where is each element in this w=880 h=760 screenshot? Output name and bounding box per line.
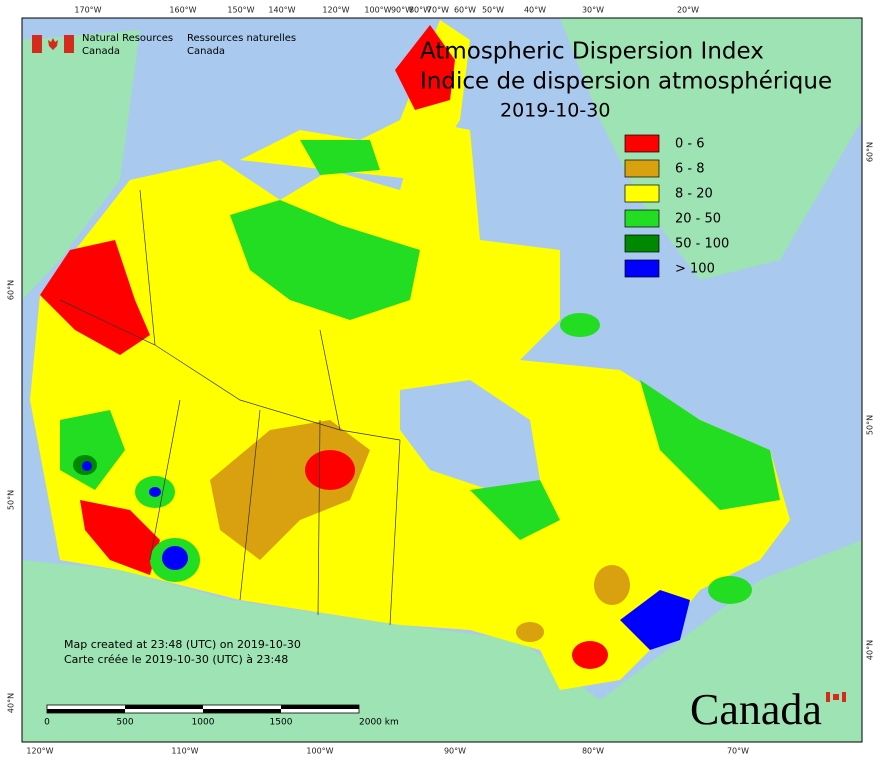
arctic-islands — [240, 20, 470, 180]
lon-label: 120°W — [322, 6, 349, 15]
lon-label: 100°W — [364, 6, 391, 15]
index-area — [149, 487, 161, 497]
greenland — [560, 18, 862, 280]
lon-label: 100°W — [306, 747, 333, 756]
lon-label: 170°W — [74, 6, 101, 15]
wordmark-flag — [826, 692, 830, 702]
agency-fr: Ressources naturelles — [187, 33, 296, 44]
legend-swatch — [624, 209, 660, 228]
index-area — [300, 140, 380, 175]
index-area — [230, 200, 420, 320]
index-area — [620, 590, 690, 650]
frame — [21, 17, 863, 743]
lon-label: 70°W — [727, 747, 749, 756]
agency-fr: Canada — [187, 46, 225, 57]
legend-label: 20 - 50 — [675, 212, 721, 227]
lon-label: 50°W — [482, 6, 504, 15]
wordmark: Canada — [690, 685, 822, 734]
lon-label: 120°W — [26, 747, 53, 756]
legend-label: 0 - 6 — [675, 137, 705, 152]
index-area — [40, 240, 150, 355]
lon-label: 80°W — [582, 747, 604, 756]
index-area — [516, 622, 544, 642]
index-area — [572, 641, 608, 669]
scale-label: 500 — [116, 718, 133, 728]
legend-label: 8 - 20 — [675, 187, 713, 202]
note: Map created at 23:48 (UTC) on 2019-10-30 — [64, 638, 301, 651]
index-area — [594, 565, 630, 605]
lon-label: 90°W — [444, 747, 466, 756]
scale-label: 2000 km — [359, 718, 399, 728]
agency-en: Canada — [82, 46, 120, 57]
hudson-bay — [400, 380, 540, 490]
legend-swatch — [624, 159, 660, 178]
scale-label: 1500 — [270, 718, 293, 728]
note: Carte créée le 2019-10-30 (UTC) à 23:48 — [64, 653, 288, 666]
title: Indice de dispersion atmosphérique — [420, 69, 832, 95]
legend-swatch — [624, 259, 660, 278]
lon-label: 60°W — [454, 6, 476, 15]
graticule-labels: 170°W 160°W 150°W 140°W 120°W 100°W 90°W80°W70… — [7, 6, 875, 756]
scale-bar — [46, 704, 360, 714]
index-area — [82, 461, 92, 471]
legend-label: 6 - 8 — [675, 162, 705, 177]
scale-label: 0 — [44, 718, 50, 728]
lon-label: 80°W — [409, 6, 431, 15]
scale-labels: 0 500 1000 1500 2000 km — [44, 718, 399, 728]
title: Atmospheric Dispersion Index — [420, 39, 764, 65]
index-area — [162, 546, 188, 570]
alaska — [22, 30, 140, 300]
flag-bar — [32, 35, 42, 53]
lon-label: 160°W — [169, 6, 196, 15]
lat-label: 60°N — [866, 142, 875, 162]
legend-swatch — [624, 234, 660, 253]
legend-label: 50 - 100 — [675, 237, 729, 252]
legend: 0 - 6 6 - 8 8 - 20 20 - 50 50 - 100 > 100 — [624, 134, 729, 278]
lon-label: 20°W — [677, 6, 699, 15]
index-area — [640, 380, 780, 510]
lat-label: 40°N — [866, 640, 875, 660]
lon-label: 30°W — [582, 6, 604, 15]
lat-label: 50°N — [866, 415, 875, 435]
lat-label: 40°N — [7, 693, 16, 713]
index-area — [395, 25, 455, 110]
lon-label: 140°W — [268, 6, 295, 15]
lat-label: 60°N — [7, 280, 16, 300]
index-area — [708, 576, 752, 604]
flag-bar — [64, 35, 74, 53]
lon-label: 150°W — [227, 6, 254, 15]
maple-leaf — [48, 38, 58, 50]
lon-label: 110°W — [171, 747, 198, 756]
agency-en: Natural Resources — [82, 33, 173, 44]
united-states — [22, 540, 862, 742]
index-area — [560, 313, 600, 337]
scale-label: 1000 — [192, 718, 215, 728]
index-area — [80, 500, 160, 575]
legend-swatch — [624, 134, 660, 153]
borders — [59, 189, 401, 626]
legend-label: > 100 — [675, 262, 715, 277]
index-area — [470, 480, 560, 540]
lon-label: 70°W — [427, 6, 449, 15]
legend-swatch — [624, 184, 660, 203]
wordmark-flag — [833, 694, 839, 700]
index-area — [305, 450, 355, 490]
lon-label: 40°W — [524, 6, 546, 15]
lon-label: 90°W — [391, 6, 413, 15]
lat-label: 50°N — [7, 490, 16, 510]
wordmark-flag — [842, 692, 846, 702]
date: 2019-10-30 — [500, 100, 610, 122]
